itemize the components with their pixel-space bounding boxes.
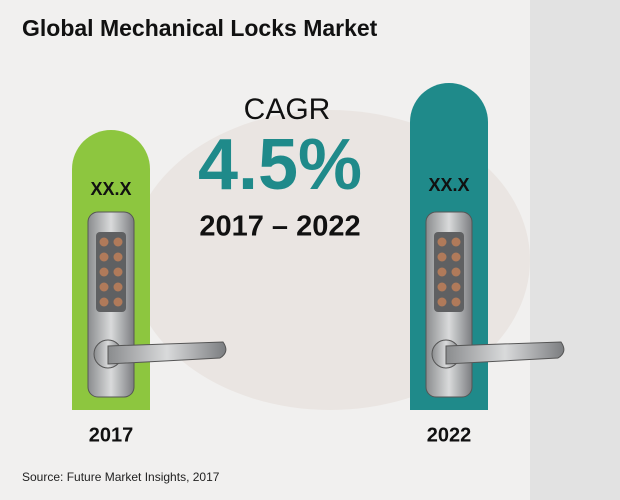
key xyxy=(99,297,109,307)
keypad xyxy=(96,232,126,312)
key xyxy=(99,237,109,247)
key xyxy=(451,237,461,247)
key xyxy=(99,282,109,292)
title: Global Mechanical Locks Market xyxy=(22,15,378,41)
handle xyxy=(445,341,565,365)
cagr-label: CAGR xyxy=(244,93,331,126)
key xyxy=(113,282,123,292)
key xyxy=(437,267,447,277)
key xyxy=(113,297,123,307)
key xyxy=(113,267,123,277)
key xyxy=(99,267,109,277)
key xyxy=(437,297,447,307)
key xyxy=(437,237,447,247)
source: Source: Future Market Insights, 2017 xyxy=(22,470,220,484)
key xyxy=(451,282,461,292)
key xyxy=(451,297,461,307)
key xyxy=(451,252,461,262)
year-label: 2022 xyxy=(427,424,472,446)
cagr-value: 4.5% xyxy=(198,125,362,205)
handle xyxy=(107,341,227,365)
bar-label: XX.X xyxy=(428,175,469,195)
key xyxy=(437,252,447,262)
year-label: 2017 xyxy=(89,424,134,446)
key xyxy=(99,252,109,262)
cagr-period: 2017 – 2022 xyxy=(199,211,360,243)
key xyxy=(113,252,123,262)
key xyxy=(451,267,461,277)
background-door xyxy=(530,0,620,500)
bar-label: XX.X xyxy=(90,179,131,199)
keypad xyxy=(434,232,464,312)
key xyxy=(113,237,123,247)
key xyxy=(437,282,447,292)
